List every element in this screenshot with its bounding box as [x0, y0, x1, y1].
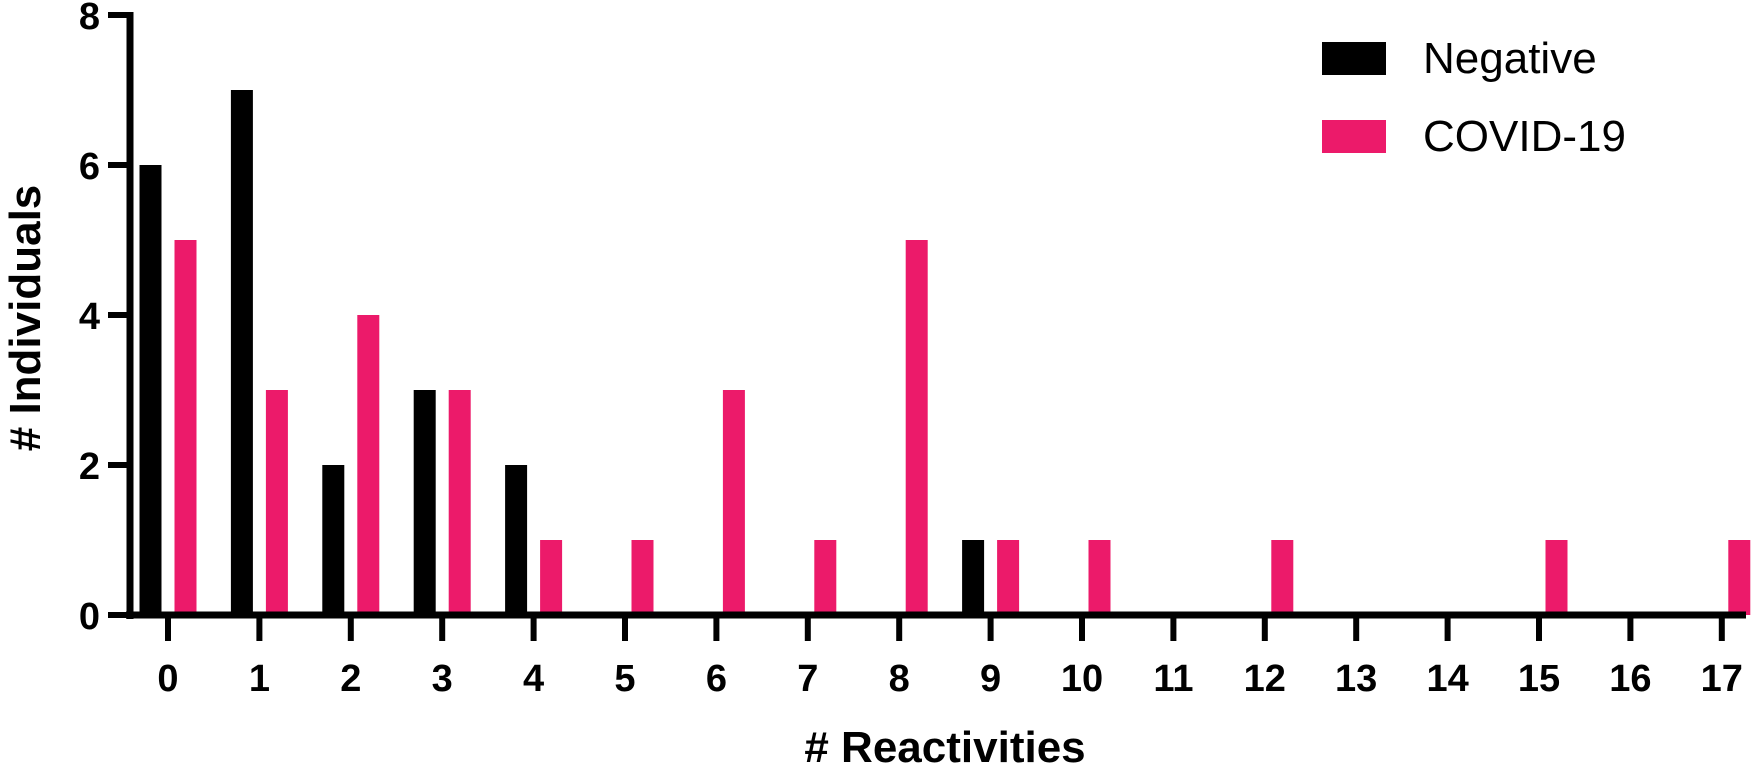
bar-covid19-6: [722, 390, 745, 615]
bar-negative-1: [230, 90, 253, 615]
bar-negative-0: [139, 165, 162, 615]
x-tick-label-5: 5: [614, 658, 635, 700]
bar-covid19-8: [905, 240, 928, 615]
bar-covid19-0: [174, 240, 197, 615]
legend: Negative COVID-19: [1322, 34, 1626, 161]
x-tick-label-6: 6: [706, 658, 727, 700]
bar-covid19-5: [631, 540, 654, 615]
bar-covid19-10: [1088, 540, 1111, 615]
bar-negative-9: [962, 540, 985, 615]
y-tick-label-8: 8: [79, 0, 100, 38]
x-tick-label-8: 8: [889, 658, 910, 700]
x-tick-label-0: 0: [157, 658, 178, 700]
bar-covid19-9: [997, 540, 1020, 615]
bar-covid19-7: [814, 540, 837, 615]
bars-group: [139, 90, 1751, 615]
bar-covid19-4: [540, 540, 563, 615]
x-tick-label-10: 10: [1061, 658, 1103, 700]
x-axis-title: # Reactivities: [804, 723, 1085, 772]
bar-covid19-17: [1728, 540, 1751, 615]
legend-label-negative: Negative: [1423, 34, 1597, 83]
y-tick-label-0: 0: [79, 596, 100, 638]
bar-negative-2: [322, 465, 345, 615]
y-tick-label-6: 6: [79, 146, 100, 188]
bar-covid19-3: [448, 390, 471, 615]
bar-covid19-12: [1271, 540, 1294, 615]
legend-swatch-covid19: [1322, 120, 1386, 153]
x-tick-label-1: 1: [249, 658, 270, 700]
x-tick-label-15: 15: [1518, 658, 1560, 700]
x-tick-label-16: 16: [1609, 658, 1651, 700]
x-tick-label-13: 13: [1335, 658, 1377, 700]
bar-negative-3: [413, 390, 436, 615]
x-tick-label-4: 4: [523, 658, 544, 700]
bar-negative-4: [505, 465, 528, 615]
y-axis-title: # Individuals: [1, 185, 50, 452]
bar-covid19-15: [1545, 540, 1568, 615]
legend-label-covid19: COVID-19: [1423, 112, 1626, 161]
y-tick-label-2: 2: [79, 446, 100, 488]
x-tick-label-11: 11: [1153, 658, 1193, 700]
x-tick-label-14: 14: [1426, 658, 1468, 700]
x-tick-label-7: 7: [797, 658, 818, 700]
x-tick-label-12: 12: [1244, 658, 1286, 700]
x-tick-label-2: 2: [340, 658, 361, 700]
bar-covid19-2: [357, 315, 380, 615]
bar-covid19-1: [265, 390, 288, 615]
x-tick-label-9: 9: [980, 658, 1001, 700]
y-tick-label-4: 4: [79, 296, 100, 338]
x-tick-label-17: 17: [1701, 658, 1743, 700]
x-tick-label-3: 3: [432, 658, 453, 700]
legend-swatch-negative: [1322, 42, 1386, 75]
